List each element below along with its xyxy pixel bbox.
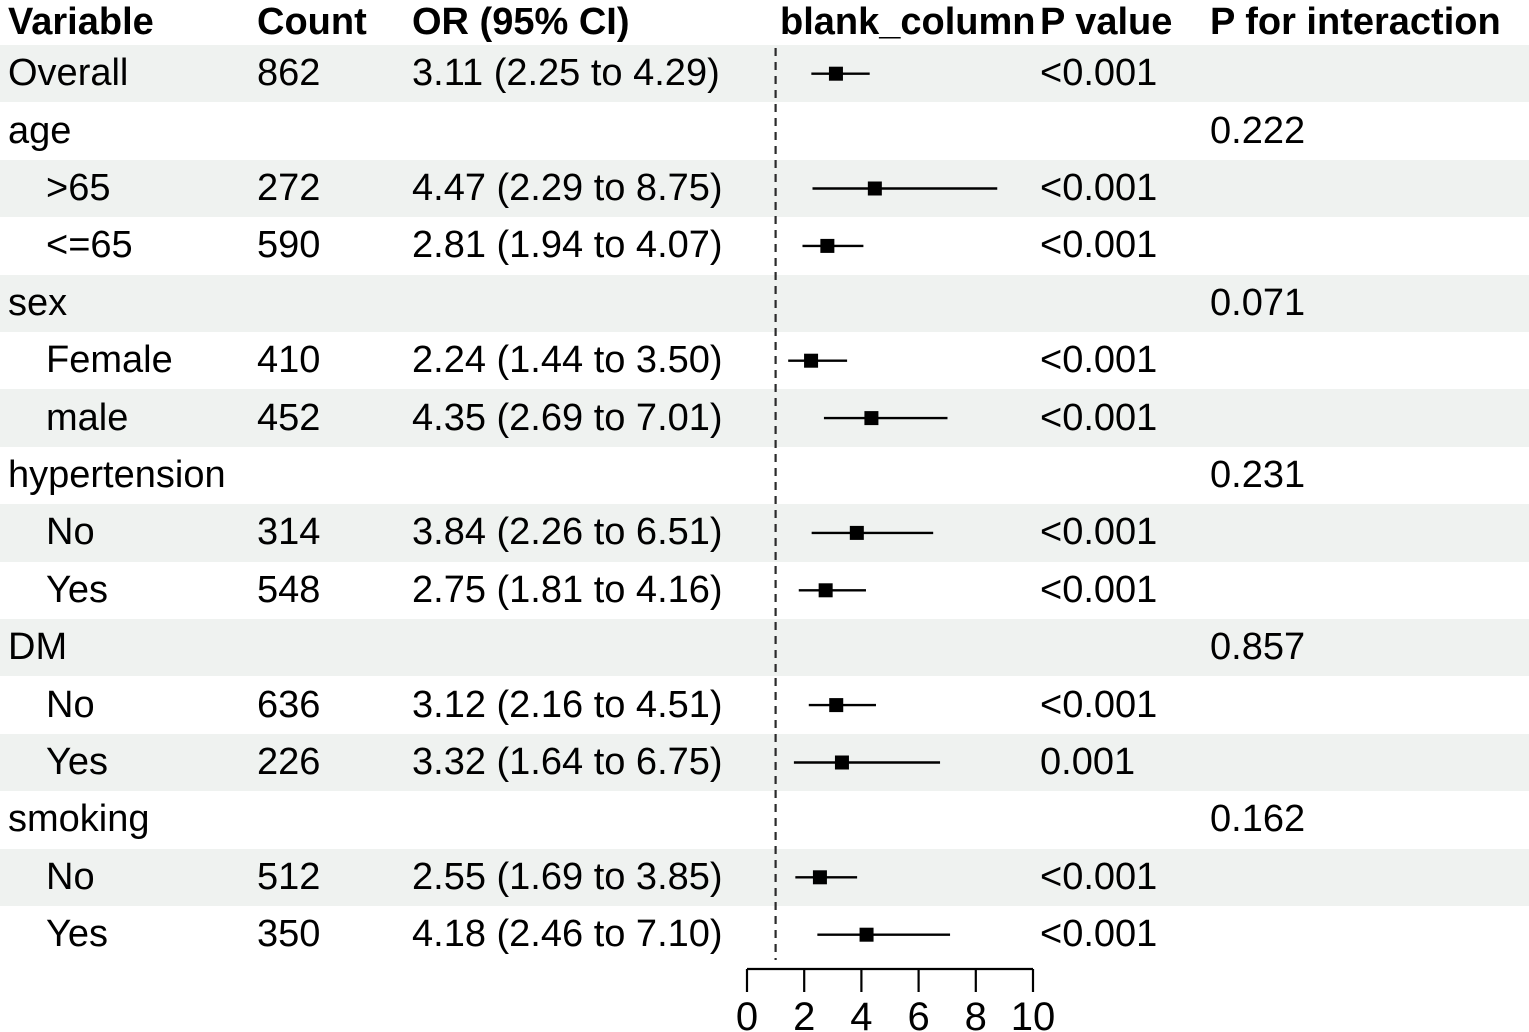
variable-cell: male xyxy=(46,396,129,439)
variable-cell: Female xyxy=(46,339,173,382)
count-cell: 548 xyxy=(257,568,321,611)
p-value-cell: <0.001 xyxy=(1040,396,1158,439)
or-ci-cell: 2.55 (1.69 to 3.85) xyxy=(412,855,723,898)
table-row: Yes 350 4.18 (2.46 to 7.10) <0.001 xyxy=(0,906,1529,963)
header-p-for-interaction: P for interaction xyxy=(1210,1,1501,43)
header-count: Count xyxy=(257,1,367,43)
count-cell: 590 xyxy=(257,224,321,267)
variable-cell: Yes xyxy=(46,913,108,956)
x-axis-tick-label: 4 xyxy=(850,995,872,1032)
table-row: hypertension 0.231 xyxy=(0,447,1529,504)
table-row: No 314 3.84 (2.26 to 6.51) <0.001 xyxy=(0,504,1529,562)
p-interaction-cell: 0.857 xyxy=(1210,626,1306,669)
x-axis-tick-label: 10 xyxy=(1011,995,1056,1032)
p-value-cell: <0.001 xyxy=(1040,339,1158,382)
or-ci-cell: 3.11 (2.25 to 4.29) xyxy=(412,52,720,95)
table-row: Female 410 2.24 (1.44 to 3.50) <0.001 xyxy=(0,332,1529,389)
or-ci-cell: 3.84 (2.26 to 6.51) xyxy=(412,511,723,554)
variable-cell: Yes xyxy=(46,740,108,783)
or-ci-cell: 4.18 (2.46 to 7.10) xyxy=(412,913,723,956)
count-cell: 636 xyxy=(257,683,321,726)
p-value-cell: <0.001 xyxy=(1040,913,1158,956)
variable-cell: sex xyxy=(8,281,68,324)
p-value-cell: <0.001 xyxy=(1040,166,1158,209)
p-value-cell: <0.001 xyxy=(1040,511,1158,554)
or-ci-cell: 3.32 (1.64 to 6.75) xyxy=(412,740,723,783)
p-value-cell: <0.001 xyxy=(1040,683,1158,726)
x-axis-tick-label: 0 xyxy=(736,995,758,1032)
table-row: Yes 548 2.75 (1.81 to 4.16) <0.001 xyxy=(0,562,1529,619)
or-ci-cell: 4.47 (2.29 to 8.75) xyxy=(412,166,723,209)
count-cell: 314 xyxy=(257,511,321,554)
or-ci-cell: 2.75 (1.81 to 4.16) xyxy=(412,568,723,611)
variable-cell: Overall xyxy=(8,52,129,95)
header-variable: Variable xyxy=(8,1,154,43)
or-ci-cell: 2.81 (1.94 to 4.07) xyxy=(412,224,723,267)
table-row: >65 272 4.47 (2.29 to 8.75) <0.001 xyxy=(0,159,1529,218)
p-interaction-cell: 0.071 xyxy=(1210,281,1306,324)
or-ci-cell: 4.35 (2.69 to 7.01) xyxy=(412,396,723,439)
p-value-cell: 0.001 xyxy=(1040,740,1136,783)
or-ci-cell: 3.12 (2.16 to 4.51) xyxy=(412,683,723,726)
variable-cell: <=65 xyxy=(46,224,133,267)
variable-cell: Yes xyxy=(46,568,108,611)
p-value-cell: <0.001 xyxy=(1040,52,1158,95)
table-row: No 512 2.55 (1.69 to 3.85) <0.001 xyxy=(0,848,1529,906)
header-blank-column: blank_column xyxy=(780,1,1036,43)
p-value-cell: <0.001 xyxy=(1040,568,1158,611)
table-row: <=65 590 2.81 (1.94 to 4.07) <0.001 xyxy=(0,217,1529,274)
p-interaction-cell: 0.162 xyxy=(1210,798,1306,841)
table-header: Variable Count OR (95% CI) blank_column … xyxy=(0,0,1529,45)
variable-cell: hypertension xyxy=(8,453,226,496)
count-cell: 272 xyxy=(257,166,321,209)
count-cell: 350 xyxy=(257,913,321,956)
variable-cell: DM xyxy=(8,626,68,669)
table-row: sex 0.071 xyxy=(0,274,1529,332)
count-cell: 862 xyxy=(257,52,321,95)
variable-cell: No xyxy=(46,683,95,726)
table-row: Overall 862 3.11 (2.25 to 4.29) <0.001 xyxy=(0,45,1529,103)
p-interaction-cell: 0.231 xyxy=(1210,453,1306,496)
p-value-cell: <0.001 xyxy=(1040,855,1158,898)
variable-cell: No xyxy=(46,855,95,898)
header-p-value: P value xyxy=(1040,1,1173,43)
table-row: male 452 4.35 (2.69 to 7.01) <0.001 xyxy=(0,389,1529,447)
variable-cell: >65 xyxy=(46,166,111,209)
table-row: No 636 3.12 (2.16 to 4.51) <0.001 xyxy=(0,676,1529,733)
header-or-ci: OR (95% CI) xyxy=(412,1,630,43)
x-axis-tick-label: 8 xyxy=(965,995,987,1032)
table-row: Yes 226 3.32 (1.64 to 6.75) 0.001 xyxy=(0,733,1529,792)
variable-cell: age xyxy=(8,109,72,152)
count-cell: 512 xyxy=(257,855,321,898)
variable-cell: No xyxy=(46,511,95,554)
p-value-cell: <0.001 xyxy=(1040,224,1158,267)
p-interaction-cell: 0.222 xyxy=(1210,109,1306,152)
table-row: age 0.222 xyxy=(0,102,1529,159)
variable-cell: smoking xyxy=(8,798,150,841)
x-axis-tick-label: 6 xyxy=(907,995,929,1032)
count-cell: 226 xyxy=(257,740,321,783)
or-ci-cell: 2.24 (1.44 to 3.50) xyxy=(412,339,723,382)
x-axis-tick-label: 2 xyxy=(793,995,815,1032)
table-row: smoking 0.162 xyxy=(0,791,1529,848)
count-cell: 410 xyxy=(257,339,321,382)
table-row: DM 0.857 xyxy=(0,619,1529,677)
count-cell: 452 xyxy=(257,396,321,439)
